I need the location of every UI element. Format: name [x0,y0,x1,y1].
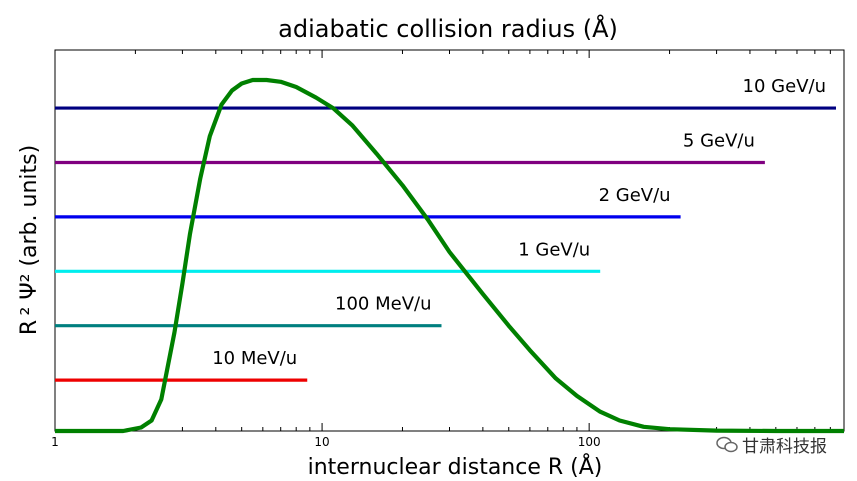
wechat-icon [716,436,738,454]
x-tick-label: 10 [314,435,329,449]
series-label: 2 GeV/u [599,185,671,206]
watermark: 甘肃科技报 [716,432,827,457]
series-label: 100 MeV/u [335,294,431,315]
probability-curve [55,77,844,434]
series-label: 10 GeV/u [743,76,826,97]
x-axis-label: internuclear distance R (Å) [308,453,603,480]
watermark-text: 甘肃科技报 [742,437,827,457]
y-axis-label: R ² Ψ² (arb. units) [17,145,42,335]
mark-layer: 1 10 100 10 GeV/u 5 GeV/u 2 GeV/u 1 GeV/u 100 M… [51,50,845,449]
series-label: 10 MeV/u [212,348,297,369]
series-label: 5 GeV/u [683,130,755,151]
x-tick-label: 100 [578,435,601,449]
series-label: 1 GeV/u [518,239,590,260]
chart-title: adiabatic collision radius (Å) [278,14,618,43]
x-tick-label: 1 [51,435,59,449]
